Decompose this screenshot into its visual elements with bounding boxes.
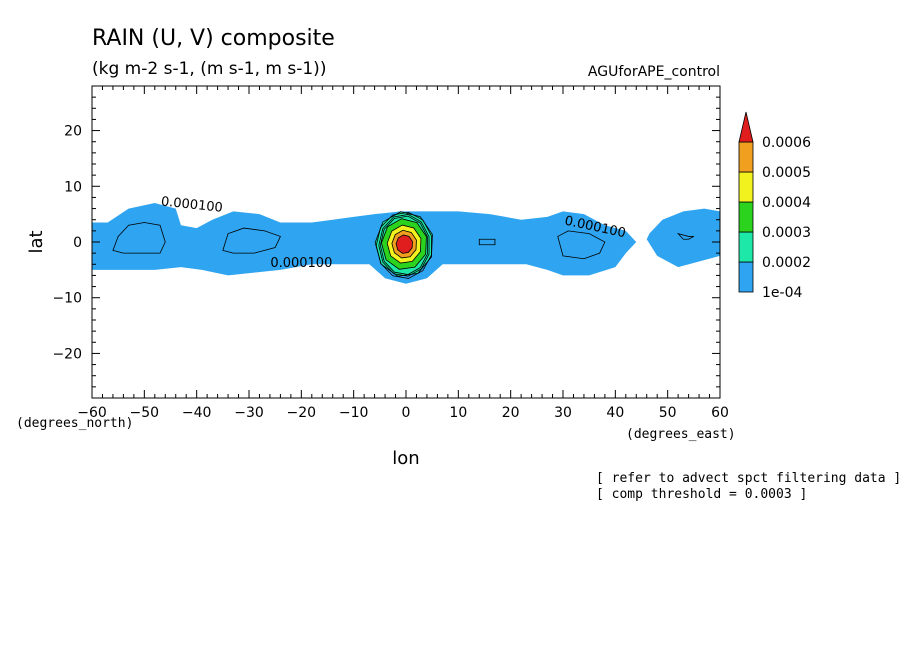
x-tick-label: −30: [234, 405, 264, 421]
y-tick-label: −20: [52, 346, 82, 362]
contour-line-1: [112, 222, 166, 254]
y-tick-label: 10: [64, 179, 82, 195]
chart-subtitle: (kg m-2 s-1, (m s-1, m s-1)): [92, 59, 326, 79]
contour-label-2: 0.000100: [270, 256, 332, 271]
colorbar: 1e-04 0.0002 0.0003 0.0004 0.0005 0.0006: [738, 111, 811, 301]
colorbar-label: 0.0006: [762, 135, 811, 151]
y-tick-label: 20: [64, 124, 82, 140]
peak-ring-2: [378, 214, 430, 277]
colorbar-box-4: [738, 171, 754, 203]
colorbar-label: 1e-04: [762, 285, 802, 301]
x-axis-label: lon: [392, 448, 419, 469]
x-axis-unit: (degrees_east): [626, 427, 736, 442]
x-tick-label: −10: [339, 405, 369, 421]
rain-band-2: [646, 208, 720, 268]
x-tick-label: 60: [711, 405, 729, 421]
x-tick-label: −20: [287, 405, 317, 421]
x-tick-label: 0: [402, 405, 411, 421]
rain-band-1: [92, 203, 637, 284]
colorbar-label: 0.0005: [762, 165, 811, 181]
x-tick-label: −50: [130, 405, 160, 421]
y-axis-label: lat: [26, 230, 47, 253]
colorbar-box-2: [738, 231, 754, 263]
colorbar-arrow-top: [738, 111, 754, 143]
colorbar-box-1: [738, 261, 754, 293]
contour-line-4: [557, 230, 606, 260]
experiment-label: AGUforAPE_control: [588, 64, 720, 80]
x-tick-label: −40: [182, 405, 212, 421]
note-threshold: [ comp threshold = 0.0003 ]: [596, 487, 807, 502]
contour-line-2: [222, 227, 281, 254]
rain-peak-level-5: [395, 234, 413, 254]
colorbar-label: 0.0003: [762, 225, 811, 241]
colorbar-box-5: [738, 141, 754, 173]
contour-label-1: 0.000100: [160, 194, 223, 215]
y-tick-label: 0: [73, 235, 82, 251]
peak-ring-1: [375, 211, 432, 279]
x-tick-label: 50: [659, 405, 677, 421]
x-tick-label: 30: [554, 405, 572, 421]
x-tick-label: 10: [449, 405, 467, 421]
contour-line-3: [478, 238, 496, 246]
peak-ring-3: [379, 215, 428, 275]
x-tick-label: −60: [77, 405, 107, 421]
chart-title: RAIN (U, V) composite: [92, 26, 335, 51]
contour-line-5: [676, 232, 695, 240]
note-filtering: [ refer to advect spct filtering data ]: [596, 471, 901, 486]
x-tick-label: 40: [606, 405, 624, 421]
y-axis-unit: (degrees_north): [16, 416, 133, 431]
colorbar-box-3: [738, 201, 754, 233]
colorbar-label: 0.0004: [762, 195, 811, 211]
colorbar-label: 0.0002: [762, 255, 811, 271]
y-tick-label: −10: [52, 291, 82, 307]
x-tick-label: 20: [502, 405, 520, 421]
